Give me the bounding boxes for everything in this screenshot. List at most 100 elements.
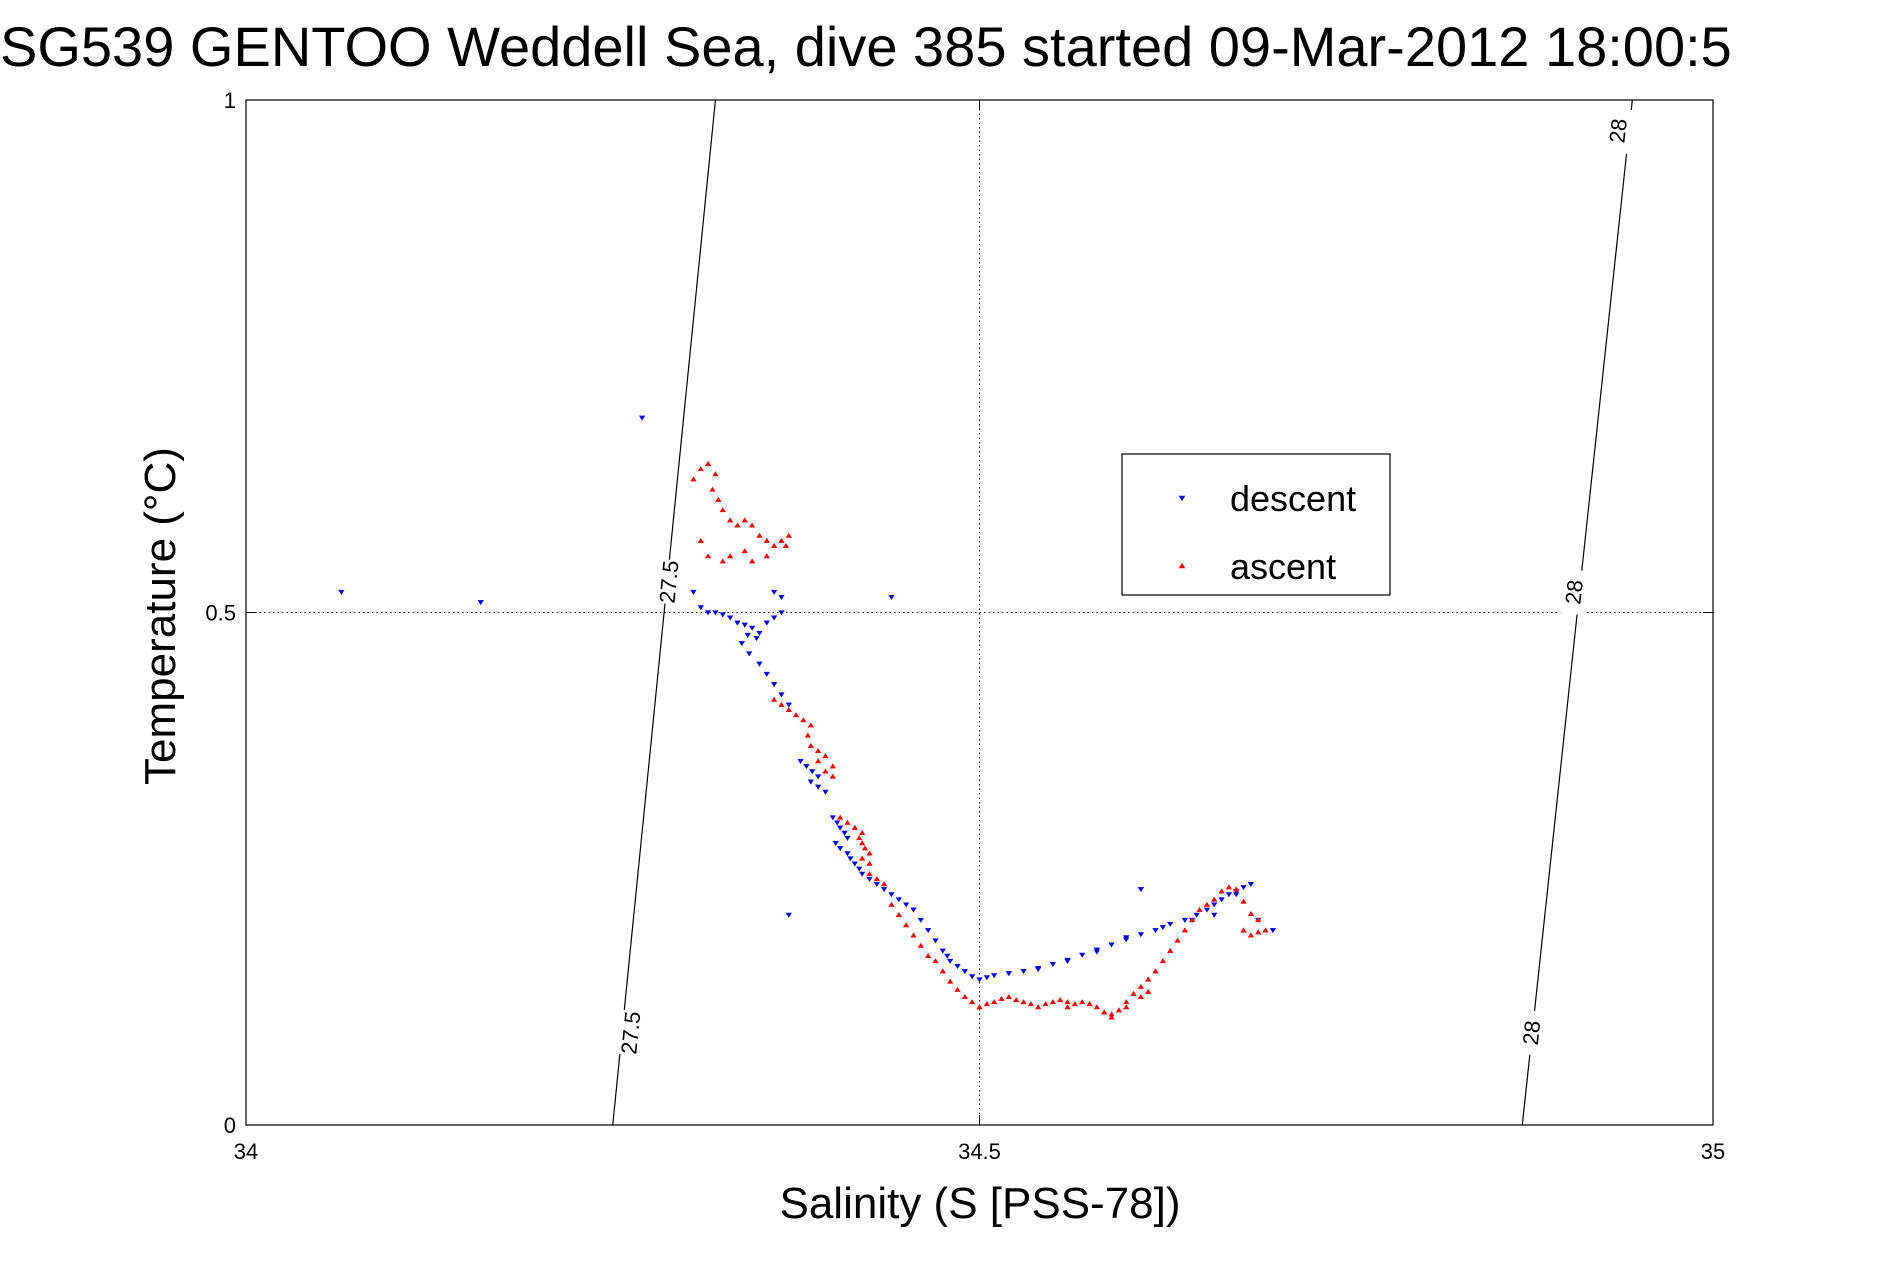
- ascent-point: [741, 517, 748, 523]
- x-tick-label: 34.5: [958, 1139, 1001, 1164]
- ascent-point: [954, 986, 961, 992]
- ascent-point: [1167, 947, 1174, 953]
- ascent-point: [1137, 983, 1145, 989]
- descent-point: [888, 892, 895, 898]
- descent-point: [925, 928, 932, 934]
- descent-point: [734, 620, 741, 626]
- ascent-point: [903, 922, 910, 928]
- isopycnal-label-bg: [615, 1009, 646, 1056]
- descent-point: [814, 774, 822, 780]
- ascent-point: [910, 932, 917, 938]
- ascent-point: [1225, 884, 1233, 890]
- ascent-point: [822, 753, 829, 759]
- descent-point: [719, 612, 726, 618]
- ascent-point: [756, 532, 763, 538]
- ascent-point: [785, 532, 792, 538]
- ascent-point: [822, 768, 829, 774]
- descent-point: [770, 615, 778, 621]
- descent-point: [778, 595, 785, 601]
- ascent-point: [1137, 993, 1145, 999]
- ascent-point: [697, 466, 704, 472]
- descent-point: [753, 636, 760, 642]
- x-tick-label: 34: [234, 1139, 258, 1164]
- isopycnal-label: 27.5: [616, 1010, 645, 1055]
- descent-point: [763, 671, 770, 677]
- ascent-point: [748, 558, 756, 564]
- ascent-point: [800, 717, 807, 723]
- isopycnal-label: 28: [1518, 1019, 1545, 1046]
- descent-point: [785, 912, 792, 918]
- descent-point: [976, 977, 983, 983]
- descent-point: [858, 871, 866, 877]
- ascent-point: [856, 835, 863, 841]
- descent-point: [756, 630, 763, 636]
- descent-point: [947, 958, 954, 964]
- ascent-point: [726, 553, 734, 559]
- descent-point: [939, 948, 946, 954]
- ascent-point: [1064, 999, 1071, 1005]
- isopycnal-label: 28: [1604, 117, 1631, 144]
- descent-point: [866, 876, 873, 882]
- descent-point: [1269, 928, 1277, 934]
- ascent-point: [873, 876, 880, 882]
- ascent-point: [829, 763, 836, 769]
- isopycnal-label: 28: [1560, 579, 1587, 606]
- descent-point: [1049, 961, 1056, 967]
- descent-point: [829, 815, 836, 821]
- x-axis-label: Salinity (S [PSS-78]): [779, 1179, 1180, 1228]
- ascent-point: [807, 722, 814, 728]
- ascent-point: [1130, 990, 1137, 996]
- ascent-point: [939, 968, 946, 974]
- descent-point: [895, 897, 902, 903]
- ascent-point: [1079, 999, 1086, 1005]
- descent-point: [744, 632, 751, 638]
- descent-point: [1211, 912, 1218, 918]
- descent-point: [1152, 928, 1159, 934]
- ascent-point: [792, 712, 800, 718]
- descent-point: [697, 605, 704, 611]
- isopycnal-label-bg: [1602, 107, 1633, 155]
- ascent-point: [690, 476, 697, 482]
- ascent-point: [770, 542, 778, 548]
- ascent-point: [763, 537, 770, 543]
- descent-point: [917, 917, 924, 923]
- ascent-point: [844, 819, 851, 825]
- ascent-point: [763, 553, 770, 559]
- ascent-point: [1035, 1004, 1042, 1010]
- descent-point: [778, 692, 785, 698]
- ascent-point: [1240, 898, 1247, 904]
- ascent-point: [866, 850, 873, 856]
- ascent-point: [1123, 999, 1130, 1005]
- ascent-point: [1247, 932, 1255, 938]
- ascent-point: [1005, 993, 1012, 999]
- legend-box: [1121, 453, 1391, 596]
- descent-point: [1203, 907, 1211, 913]
- ascent-point: [741, 548, 748, 554]
- ascent-point: [1255, 929, 1262, 935]
- descent-point: [1035, 967, 1042, 973]
- ascent-point: [1042, 1001, 1049, 1007]
- ascent-point: [1145, 976, 1152, 982]
- ascent-point: [748, 522, 756, 528]
- y-tick-label: 1: [224, 88, 236, 113]
- isopycnal-label-bg: [653, 558, 684, 605]
- descent-point: [888, 595, 895, 601]
- descent-point: [1020, 969, 1027, 975]
- ascent-point: [734, 522, 741, 528]
- ascent-point: [712, 471, 719, 477]
- ascent-point: [866, 860, 873, 866]
- ascent-point: [888, 901, 895, 907]
- ascent-point: [1203, 901, 1211, 907]
- ascent-point: [991, 999, 998, 1005]
- descent-point: [1079, 952, 1086, 958]
- series-descent: [338, 415, 1277, 983]
- descent-point: [983, 975, 990, 981]
- descent-point: [778, 610, 785, 616]
- ascent-point: [1189, 917, 1196, 923]
- ascent-point: [1123, 1004, 1130, 1010]
- descent-point: [1233, 892, 1240, 898]
- descent-point: [807, 779, 814, 785]
- ascent-point: [1049, 999, 1056, 1005]
- ascent-point: [858, 855, 866, 861]
